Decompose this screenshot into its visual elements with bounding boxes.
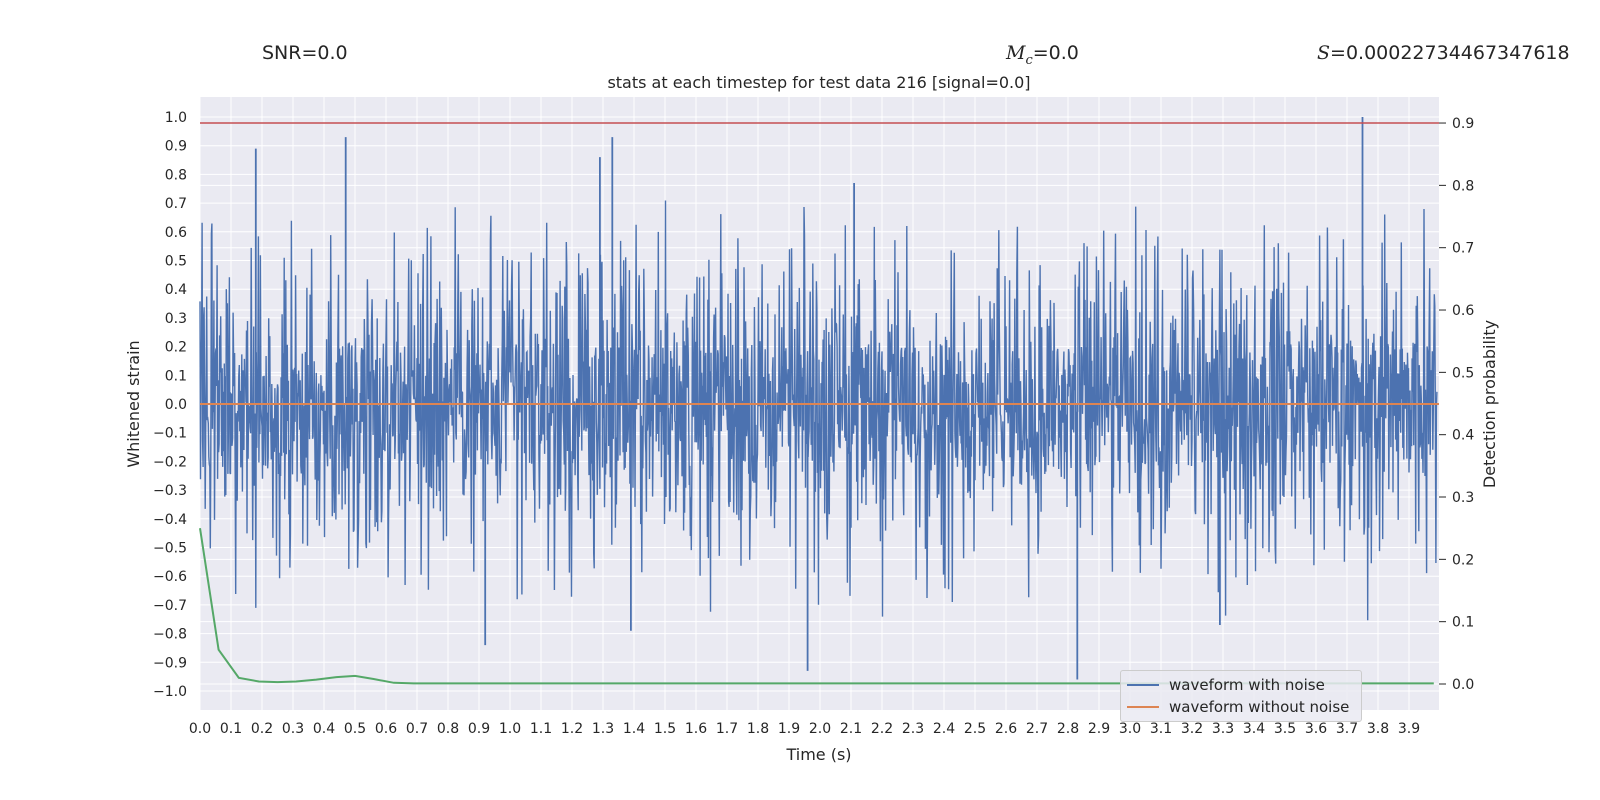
y-tick-label: −0.5 — [153, 541, 187, 557]
y2-tick-label: 0.4 — [1452, 428, 1474, 444]
x-tick-label: 3.4 — [1243, 721, 1265, 737]
y2-tick-label: 0.7 — [1452, 241, 1474, 257]
x-tick-label: 2.1 — [840, 721, 862, 737]
x-tick-label: 3.5 — [1274, 721, 1296, 737]
x-tick-label: 2.9 — [1088, 721, 1110, 737]
detection-probability-line — [199, 528, 1434, 685]
legend-swatch-noise — [1127, 684, 1159, 686]
x-tick-label: 1.1 — [530, 721, 552, 737]
x-tick-label: 3.2 — [1181, 721, 1203, 737]
legend-label-clean: waveform without noise — [1169, 698, 1350, 716]
y-tick-label: −0.6 — [153, 569, 187, 585]
x-tick-label: 1.7 — [716, 721, 738, 737]
y2-tick-label: 0.2 — [1452, 552, 1474, 568]
snr-label: SNR=0.0 — [262, 42, 348, 64]
x-tick-label: 1.5 — [654, 721, 676, 737]
y-axis-label: Whitened strain — [124, 340, 143, 467]
line-series — [199, 122, 1439, 685]
x-tick-label: 0.5 — [344, 721, 366, 737]
y2-tick-label: 0.3 — [1452, 490, 1474, 506]
y-tick-label: 0.3 — [165, 311, 187, 327]
y2-axis-label: Detection probability — [1480, 320, 1499, 488]
y-tick-label: −0.9 — [153, 655, 187, 671]
y2-tick-label: 0.6 — [1452, 303, 1474, 319]
legend-item-clean: waveform without noise — [1127, 697, 1349, 717]
x-tick-label: 2.2 — [871, 721, 893, 737]
x-tick-label: 1.9 — [778, 721, 800, 737]
x-tick-label: 3.1 — [1150, 721, 1172, 737]
x-tick-label: 3.0 — [1119, 721, 1141, 737]
y-tick-label: 0.6 — [165, 225, 187, 241]
chirp-mass-label: Mc=0.0 — [1006, 42, 1079, 68]
y-tick-label: 0.0 — [165, 397, 187, 413]
x-tick-label: 2.7 — [1026, 721, 1048, 737]
x-tick-label: 3.6 — [1305, 721, 1327, 737]
y-tick-label: −0.3 — [153, 483, 187, 499]
y-tick-label: −0.1 — [153, 426, 187, 442]
x-tick-label: 2.3 — [902, 721, 924, 737]
y-tick-label: 0.7 — [165, 196, 187, 212]
y2-tick-label: 0.0 — [1452, 677, 1474, 693]
legend: waveform with noise waveform without noi… — [1120, 670, 1362, 722]
chart-title: stats at each timestep for test data 216… — [607, 73, 1030, 92]
legend-swatch-clean — [1127, 706, 1159, 708]
y2-tick-label: 0.5 — [1452, 365, 1474, 381]
x-tick-label: 1.6 — [685, 721, 707, 737]
y-tick-label: 1.0 — [165, 110, 187, 126]
x-tick-label: 1.8 — [747, 721, 769, 737]
x-axis-label: Time (s) — [785, 745, 851, 764]
x-tick-label: 0.8 — [437, 721, 459, 737]
x-tick-label: 3.9 — [1398, 721, 1420, 737]
s-statistic-label: S=0.00022734467347618 — [1317, 42, 1570, 64]
y-tick-label: 0.2 — [165, 340, 187, 356]
y-tick-label: −0.2 — [153, 454, 187, 470]
y2-tick-label: 0.9 — [1452, 116, 1474, 132]
x-tick-label: 3.7 — [1336, 721, 1358, 737]
x-tick-label: 1.3 — [592, 721, 614, 737]
x-tick-label: 0.9 — [468, 721, 490, 737]
noise-trace — [199, 200, 1438, 621]
x-tick-label: 0.1 — [220, 721, 242, 737]
y-tick-label: −0.4 — [153, 512, 187, 528]
x-tick-label: 0.7 — [406, 721, 428, 737]
x-tick-label: 2.5 — [964, 721, 986, 737]
y-tick-label: 0.5 — [165, 254, 187, 270]
noise-series — [199, 117, 1438, 680]
legend-item-noise: waveform with noise — [1127, 675, 1325, 695]
y-tick-label: −1.0 — [153, 684, 187, 700]
x-tick-label: 2.8 — [1057, 721, 1079, 737]
y-tick-label: −0.8 — [153, 627, 187, 643]
y-tick-label: 0.9 — [165, 139, 187, 155]
legend-label-noise: waveform with noise — [1169, 676, 1325, 694]
x-tick-label: 0.0 — [189, 721, 211, 737]
x-tick-label: 0.4 — [313, 721, 335, 737]
y2-tick-label: 0.8 — [1452, 178, 1474, 194]
x-tick-label: 0.6 — [375, 721, 397, 737]
y-tick-label: −0.7 — [153, 598, 187, 614]
x-tick-label: 0.3 — [282, 721, 304, 737]
y-tick-label: 0.8 — [165, 167, 187, 183]
y2-tick-labels: 0.9 0.8 0.7 0.6 0.5 0.4 0.3 0.2 0.1 0.0 — [1439, 116, 1474, 693]
y2-tick-label: 0.1 — [1452, 615, 1474, 631]
chirp-mass-value: =0.0 — [1032, 42, 1079, 64]
x-tick-label: 2.0 — [809, 721, 831, 737]
x-tick-label: 2.6 — [995, 721, 1017, 737]
y-tick-label: 0.4 — [165, 282, 187, 298]
x-tick-label: 0.2 — [251, 721, 273, 737]
x-tick-label: 1.4 — [623, 721, 645, 737]
y-tick-label: 0.1 — [165, 368, 187, 384]
x-tick-label: 1.0 — [499, 721, 521, 737]
x-tick-labels: 0.0 0.1 0.2 0.3 0.4 0.5 0.6 0.7 0.8 0.9 1.0 1.1 1.2 1… — [189, 721, 1420, 737]
x-tick-label: 3.8 — [1367, 721, 1389, 737]
x-tick-label: 1.2 — [561, 721, 583, 737]
s-statistic-value: =0.00022734467347618 — [1330, 42, 1570, 64]
y-tick-labels: 1.0 0.9 0.8 0.7 0.6 0.5 0.4 0.3 0.2 0.1 0.0 −0.1 −0.… — [153, 110, 187, 700]
x-tick-label: 3.3 — [1212, 721, 1234, 737]
x-tick-label: 2.4 — [933, 721, 955, 737]
